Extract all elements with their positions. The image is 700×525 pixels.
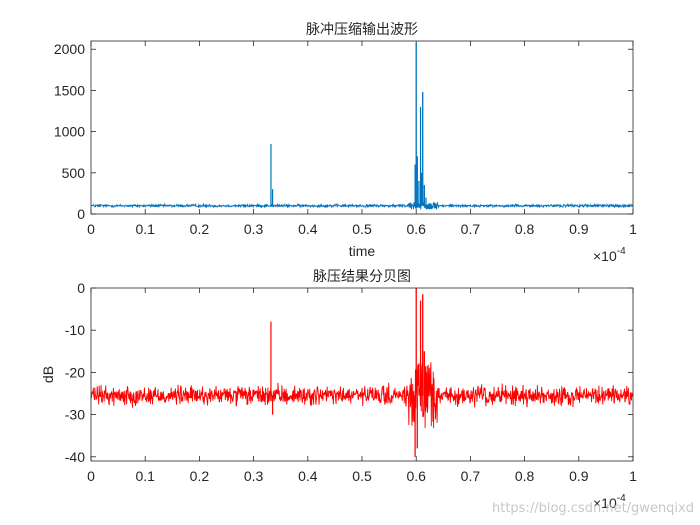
series-line (91, 288, 633, 457)
y-tick-label: -10 (65, 322, 85, 338)
x-tick-label: 0.7 (461, 221, 481, 237)
x-tick-label: 0.2 (190, 221, 210, 237)
x-axis-ticks: 0 0.1 0.2 0.3 0.4 0.5 0.6 0.7 0.8 0.9 1 (87, 41, 637, 237)
x-exponent-base: ×10 (593, 248, 617, 264)
x-exponent-power: -4 (617, 493, 626, 504)
x-tick-label: 0.5 (352, 221, 372, 237)
chart-title: 脉冲压缩输出波形 (306, 22, 418, 38)
series-line (91, 42, 633, 210)
y-axis-label: dB (40, 366, 56, 383)
x-axis-exponent: ×10-4 (593, 246, 626, 264)
y-tick-label: 2000 (54, 41, 85, 57)
axes-box (90, 40, 634, 215)
y-tick-label: 1000 (54, 124, 85, 140)
y-tick-label: 1500 (54, 82, 85, 98)
chart-pulse-compression-db: 脉压结果分贝图 0 0.1 0.2 0.3 0.4 0.5 0.6 0.7 0.8 0.9 1 0-… (40, 269, 637, 511)
x-axis-ticks: 0 0.1 0.2 0.3 0.4 0.5 0.6 0.7 0.8 0.9 1 (87, 288, 637, 484)
y-tick-label: 0 (77, 206, 85, 222)
axes-box (90, 287, 634, 462)
y-tick-label: -20 (65, 364, 85, 380)
x-tick-label: 0.1 (135, 221, 155, 237)
plot-area (90, 40, 634, 215)
x-axis-exponent: ×10-4 (593, 493, 626, 511)
chart-title: 脉压结果分贝图 (313, 269, 411, 285)
x-tick-label: 0.1 (135, 468, 155, 484)
x-tick-label: 0.3 (244, 468, 264, 484)
x-tick-label: 0.4 (298, 221, 318, 237)
x-tick-label: 0 (87, 221, 95, 237)
y-tick-label: 500 (62, 165, 86, 181)
x-tick-label: 0.6 (406, 468, 426, 484)
x-tick-label: 0.4 (298, 468, 318, 484)
x-tick-label: 0.5 (352, 468, 372, 484)
x-tick-label: 0.3 (244, 221, 264, 237)
plot-area (90, 287, 634, 462)
x-tick-label: 1 (629, 221, 637, 237)
x-tick-label: 0.7 (461, 468, 481, 484)
x-tick-label: 0.8 (515, 221, 535, 237)
x-exponent-power: -4 (617, 246, 626, 257)
x-tick-label: 1 (629, 468, 637, 484)
x-tick-label: 0 (87, 468, 95, 484)
x-tick-label: 0.6 (406, 221, 426, 237)
y-tick-label: -40 (65, 449, 85, 465)
x-tick-label: 0.9 (569, 468, 589, 484)
y-tick-label: 0 (77, 280, 85, 296)
y-tick-label: -30 (65, 407, 85, 423)
x-tick-label: 0.2 (190, 468, 210, 484)
y-axis-ticks: 0 -10 -20 -30 -40 (65, 280, 633, 465)
x-tick-label: 0.9 (569, 221, 589, 237)
x-axis-label: time (349, 243, 376, 259)
watermark: https://blog.csdn.net/gwenqixd (492, 501, 694, 516)
x-exponent-base: ×10 (593, 495, 617, 511)
y-axis-ticks: 0 500 1000 1500 2000 (54, 41, 633, 222)
x-tick-label: 0.8 (515, 468, 535, 484)
chart-pulse-compression-output: 脉冲压缩输出波形 0 0.1 0.2 0.3 0.4 0.5 0.6 0.7 0.8 0.9 1 0… (54, 22, 637, 264)
